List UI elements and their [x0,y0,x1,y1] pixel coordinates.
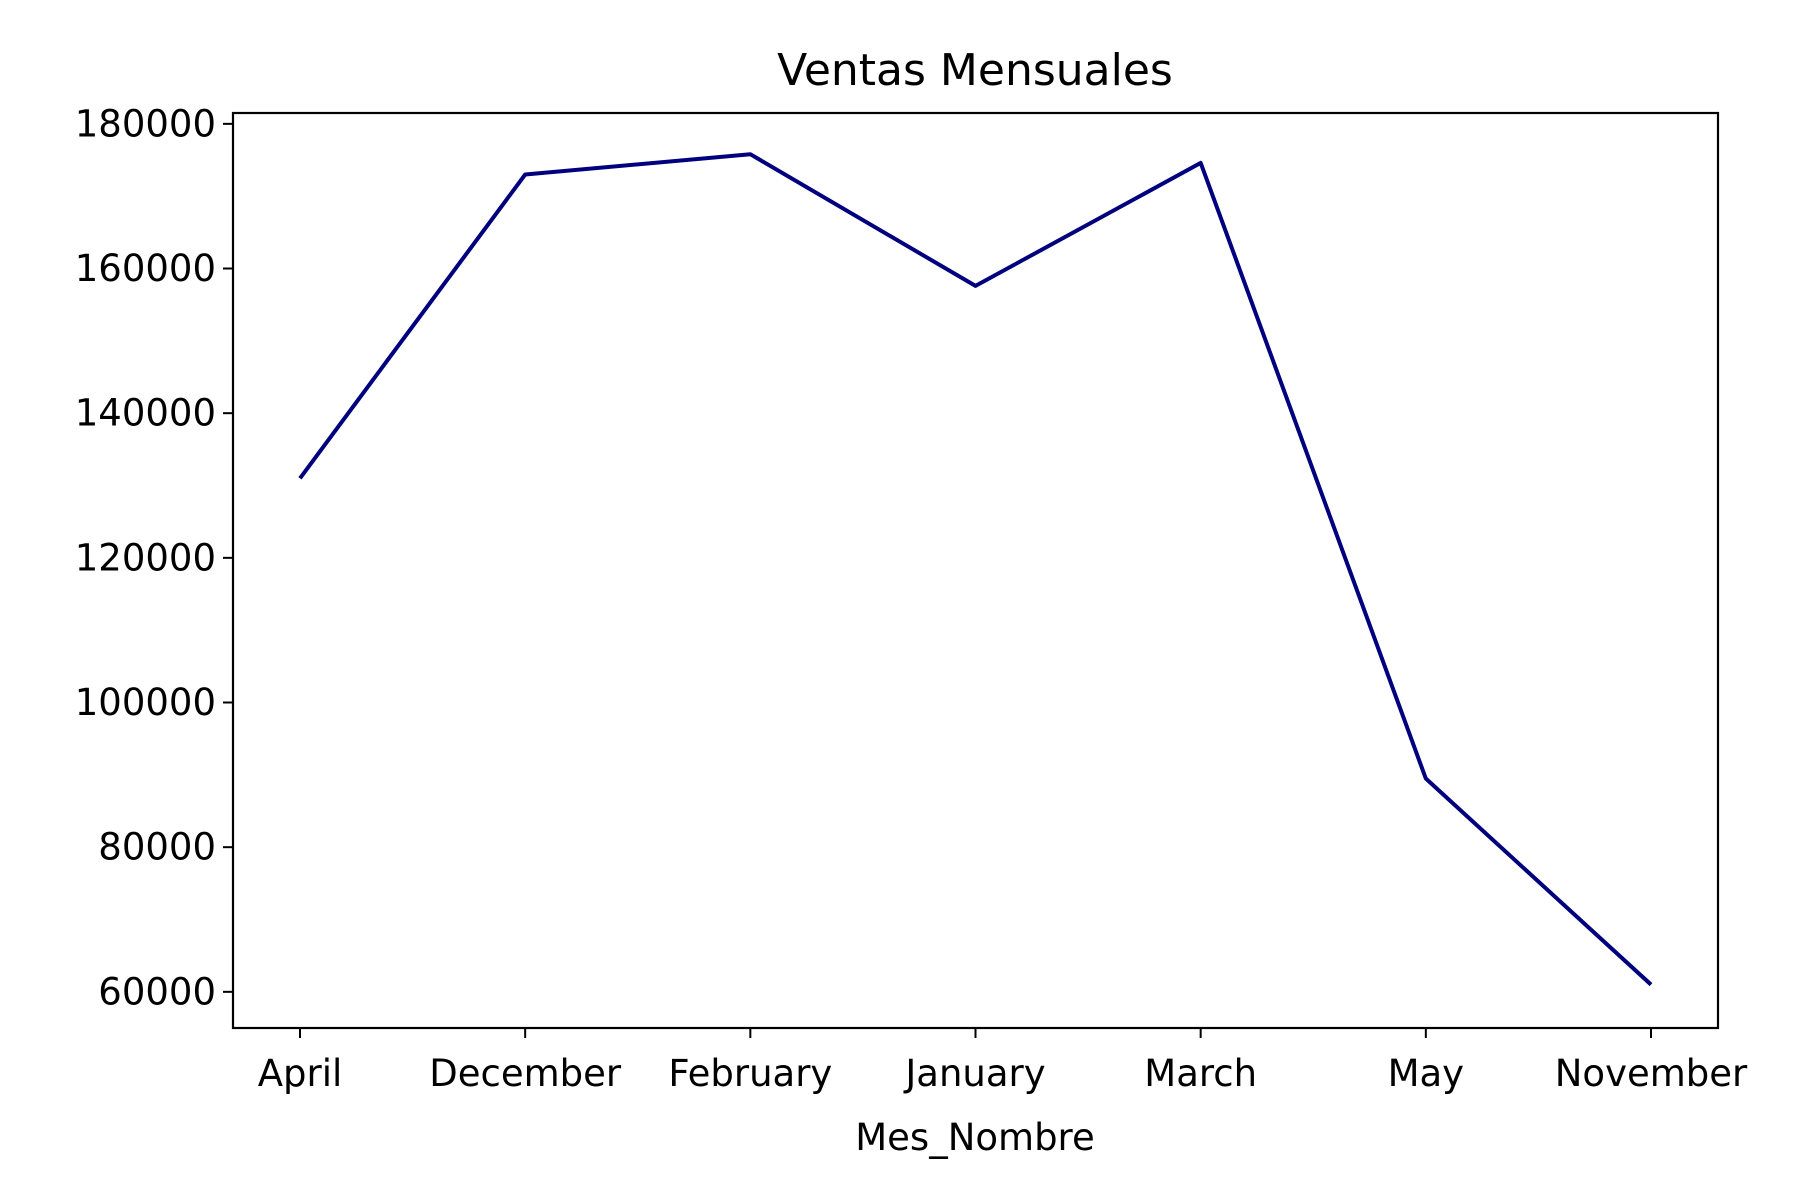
series-line [298,152,1653,987]
plot-frame [231,111,1720,1030]
y-axis: 60000 80000 100000 120000 140000 160000 180000 [75,102,233,1013]
y-tick-label: 100000 [75,681,216,724]
x-tick-label: March [1144,1052,1257,1095]
x-axis: April December February January March May Nove… [258,1028,1748,1095]
y-tick-label: 160000 [75,247,216,290]
y-tick-label: 80000 [98,826,216,869]
x-axis-label: Mes_Nombre [855,1116,1094,1159]
y-tick-label: 140000 [75,392,216,435]
x-tick-label: May [1388,1052,1465,1095]
y-tick-label: 120000 [75,536,216,579]
x-tick-label: December [429,1052,622,1095]
x-tick-label: April [258,1052,343,1095]
y-tick-label: 180000 [75,102,216,145]
x-tick-label: January [903,1052,1045,1095]
x-tick-label: February [668,1052,832,1095]
y-tick-label: 60000 [98,970,216,1013]
x-tick-label: November [1555,1052,1748,1095]
chart-title: Ventas Mensuales [777,45,1173,96]
